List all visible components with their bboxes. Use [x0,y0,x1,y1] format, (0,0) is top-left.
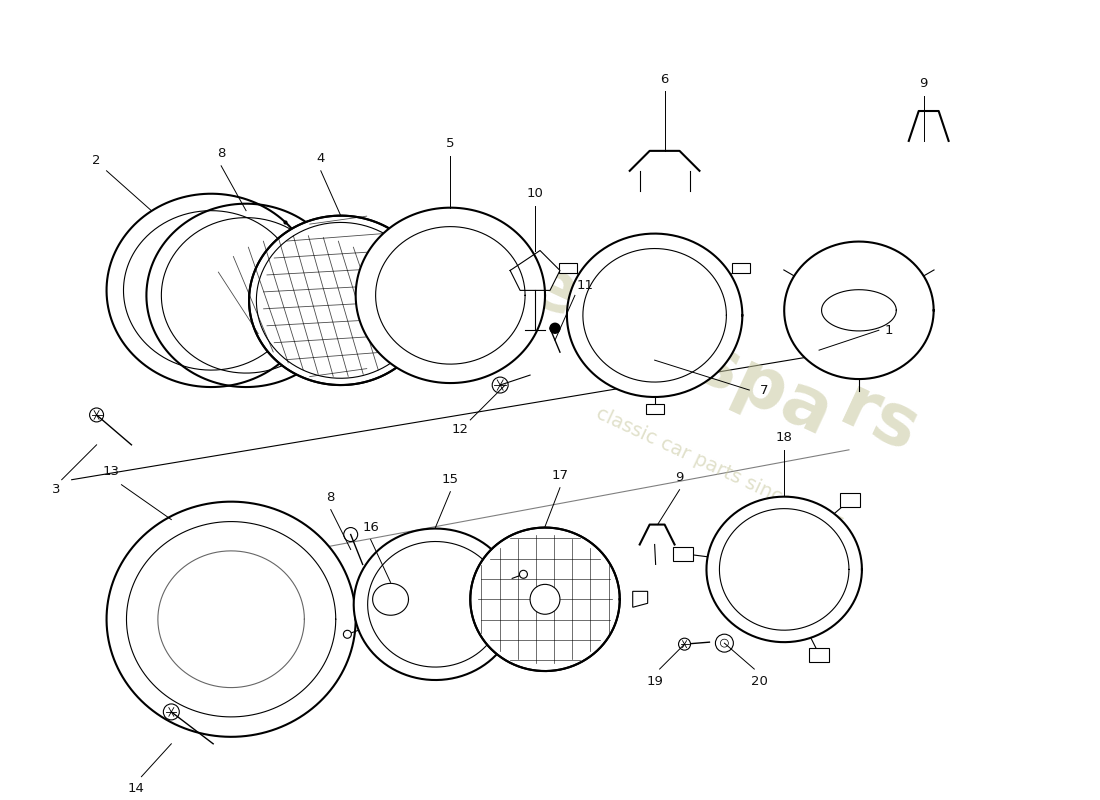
Polygon shape [355,208,544,383]
Circle shape [679,638,691,650]
Polygon shape [706,497,862,642]
FancyBboxPatch shape [732,263,750,274]
Text: 1: 1 [884,324,893,337]
FancyBboxPatch shape [840,493,860,507]
Polygon shape [510,250,560,290]
Text: 20: 20 [751,674,768,687]
Text: 8: 8 [217,147,226,160]
Polygon shape [249,216,432,385]
Polygon shape [632,591,648,607]
Polygon shape [146,204,345,387]
Polygon shape [107,194,316,387]
Circle shape [715,634,734,652]
Text: eurospa: eurospa [516,250,844,451]
Text: 4: 4 [317,152,324,166]
Polygon shape [107,502,355,737]
Circle shape [550,323,560,334]
FancyBboxPatch shape [673,546,693,561]
Text: rs: rs [828,372,929,468]
Circle shape [530,584,560,614]
Polygon shape [784,242,934,379]
Circle shape [720,639,728,647]
Text: 2: 2 [92,154,101,167]
Text: 17: 17 [551,470,569,482]
Polygon shape [566,234,742,397]
FancyBboxPatch shape [560,263,578,274]
FancyBboxPatch shape [810,648,829,662]
Text: 10: 10 [527,187,543,200]
FancyBboxPatch shape [646,404,663,414]
Text: 19: 19 [646,674,663,687]
Text: 9: 9 [675,471,684,484]
Text: 5: 5 [447,138,454,150]
Text: 11: 11 [576,279,593,292]
Text: 3: 3 [53,483,60,496]
Text: classic car parts since 1985: classic car parts since 1985 [593,404,846,535]
Text: 15: 15 [442,474,459,486]
Circle shape [519,570,527,578]
Text: 12: 12 [452,423,469,436]
Polygon shape [354,529,517,680]
Text: 13: 13 [103,466,120,478]
Text: 9: 9 [920,77,928,90]
Polygon shape [373,583,408,615]
Text: 6: 6 [660,73,669,86]
Text: 8: 8 [327,491,336,504]
Circle shape [343,630,351,638]
Text: 14: 14 [128,782,145,795]
Polygon shape [471,527,619,671]
Text: 18: 18 [776,431,793,444]
Text: 7: 7 [760,383,769,397]
Text: 16: 16 [362,521,380,534]
